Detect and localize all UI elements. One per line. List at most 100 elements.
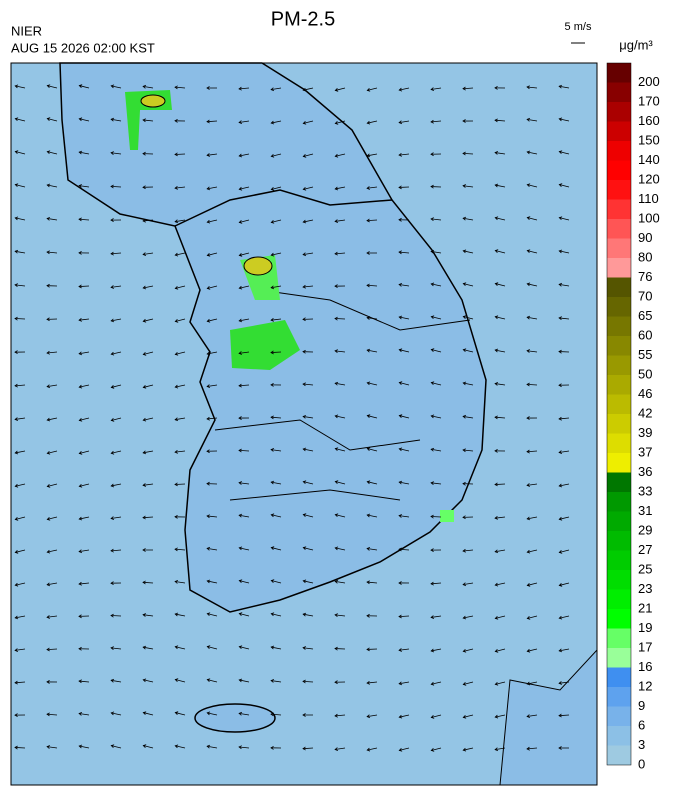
- wind-arrow-head: [142, 417, 147, 422]
- wind-arrow-head: [14, 648, 19, 652]
- wind-arrow-head: [78, 744, 83, 749]
- wind-arrow-head: [238, 383, 242, 388]
- wind-arrow: [239, 746, 250, 749]
- wind-arrow-head: [46, 117, 51, 121]
- wind-arrow: [559, 417, 570, 420]
- wind-arrow: [239, 219, 250, 223]
- wind-arrow-head: [526, 249, 531, 253]
- wind-arrow-head: [526, 349, 530, 353]
- wind-arrow-head: [558, 483, 563, 488]
- wind-arrow: [463, 283, 474, 287]
- wind-arrow: [367, 349, 378, 353]
- wind-arrow: [302, 680, 314, 683]
- wind-arrow: [399, 648, 410, 651]
- wind-arrow-head: [46, 283, 50, 288]
- wind-arrow-head: [526, 183, 531, 188]
- legend-label: 25: [638, 561, 652, 576]
- wind-arrow-head: [430, 184, 434, 189]
- wind-arrow-head: [46, 549, 51, 554]
- wind-arrow-head: [302, 546, 307, 550]
- wind-arrow-head: [302, 154, 307, 158]
- wind-arrow: [366, 219, 378, 222]
- wind-arrow: [559, 118, 570, 122]
- wind-arrow-head: [174, 482, 178, 487]
- wind-arrow: [367, 747, 378, 751]
- wind-arrow: [207, 219, 218, 223]
- wind-arrow: [431, 615, 442, 618]
- wind-arrow-head: [238, 253, 243, 257]
- wind-arrow-head: [78, 217, 82, 222]
- wind-arrow: [207, 285, 218, 289]
- wind-arrow-head: [110, 117, 115, 122]
- wind-arrow-head: [110, 678, 115, 683]
- wind-arrow: [335, 514, 346, 518]
- wind-arrow-head: [110, 483, 115, 488]
- wind-arrow-head: [366, 647, 370, 652]
- wind-arrow: [143, 285, 154, 289]
- wind-arrow: [143, 384, 154, 388]
- wind-arrow: [143, 119, 154, 122]
- wind-arrow-head: [206, 153, 210, 157]
- wind-arrow-head: [238, 678, 243, 683]
- wind-arrow-head: [334, 153, 339, 158]
- wind-arrow: [271, 186, 282, 190]
- wind-arrow: [79, 680, 90, 683]
- wind-arrow-head: [494, 216, 499, 221]
- wind-arrow-head: [78, 581, 82, 586]
- wind-arrow: [111, 679, 122, 683]
- wind-arrow-head: [558, 615, 563, 620]
- wind-arrow: [559, 450, 570, 453]
- wind-arrow: [110, 252, 122, 255]
- wind-arrow-head: [174, 449, 178, 454]
- wind-arrow-head: [206, 449, 210, 454]
- wind-arrow: [175, 384, 186, 388]
- wind-arrow: [143, 712, 154, 716]
- wind-arrow-head: [558, 216, 563, 221]
- wind-arrow-head: [494, 282, 499, 286]
- wind-arrow: [175, 745, 186, 749]
- wind-arrow: [431, 648, 442, 652]
- wind-arrow-head: [494, 382, 499, 386]
- wind-arrow-head: [366, 88, 371, 92]
- wind-arrow: [15, 648, 26, 651]
- wind-arrow-head: [526, 714, 531, 719]
- wind-arrow: [79, 745, 90, 749]
- wind-arrow-head: [430, 152, 434, 157]
- wind-arrow-head: [110, 285, 115, 289]
- wind-arrow-head: [174, 678, 179, 682]
- wind-arrow-head: [302, 646, 306, 650]
- wind-arrow-head: [238, 579, 243, 583]
- wind-arrow-head: [270, 415, 274, 420]
- wind-arrow-head: [270, 546, 275, 550]
- legend-swatch: [607, 648, 631, 668]
- wind-arrow: [527, 681, 538, 685]
- wind-arrow-head: [462, 86, 466, 91]
- wind-arrow-head: [46, 615, 50, 619]
- wind-arrow: [495, 549, 506, 553]
- wind-arrow: [78, 285, 90, 287]
- wind-arrow: [399, 284, 410, 287]
- wind-arrow: [495, 615, 506, 619]
- wind-arrow: [431, 681, 442, 685]
- wind-arrow-head: [142, 711, 147, 715]
- legend-label: 110: [638, 191, 659, 206]
- wind-arrow-head: [558, 282, 563, 287]
- wind-arrow: [399, 251, 410, 254]
- wind-arrow: [303, 613, 314, 617]
- wind-arrow: [367, 481, 378, 485]
- wind-arrow: [111, 450, 122, 454]
- wind-arrow-head: [174, 285, 179, 290]
- wind-arrow-head: [462, 119, 466, 123]
- wind-arrow-head: [78, 351, 83, 356]
- wind-arrow: [111, 417, 122, 421]
- wind-arrow: [111, 549, 122, 552]
- wind-arrow: [335, 87, 346, 91]
- wind-arrow-head: [46, 84, 51, 88]
- wind-arrow-head: [110, 184, 114, 189]
- wind-arrow-head: [430, 217, 434, 222]
- wind-arrow: [367, 514, 378, 518]
- wind-arrow-head: [142, 613, 146, 617]
- wind-arrow-head: [494, 482, 498, 487]
- wind-arrow-head: [142, 483, 146, 487]
- wind-arrow-head: [430, 681, 435, 686]
